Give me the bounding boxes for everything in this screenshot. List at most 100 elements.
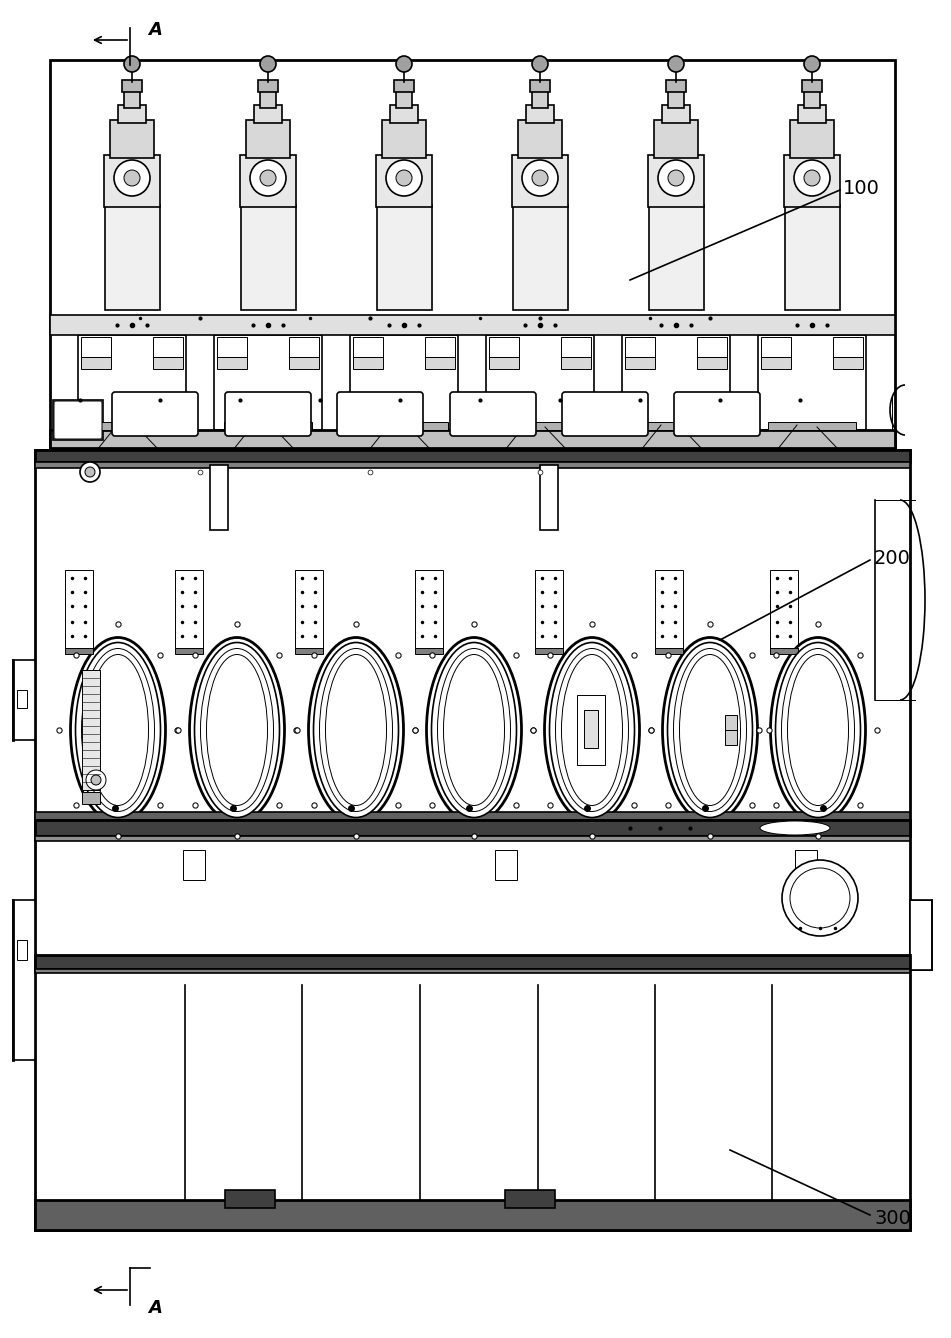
Bar <box>82 670 100 789</box>
Bar <box>798 104 826 123</box>
Ellipse shape <box>663 637 758 823</box>
Bar <box>795 850 817 880</box>
Bar <box>649 205 704 310</box>
Ellipse shape <box>87 654 148 805</box>
Circle shape <box>532 56 548 72</box>
Bar <box>353 337 383 357</box>
Bar <box>53 400 103 440</box>
Text: A: A <box>148 1299 162 1317</box>
Bar <box>512 155 568 207</box>
Bar <box>377 205 432 310</box>
Circle shape <box>386 161 422 195</box>
Ellipse shape <box>82 649 154 812</box>
FancyBboxPatch shape <box>450 392 536 436</box>
Bar <box>376 155 432 207</box>
Bar <box>425 337 455 357</box>
Bar <box>486 334 594 429</box>
Bar <box>17 941 27 959</box>
Bar <box>513 205 568 310</box>
Bar <box>183 850 205 880</box>
Bar <box>758 334 866 429</box>
Bar <box>625 357 655 369</box>
Bar <box>50 314 895 334</box>
Bar <box>505 1189 555 1208</box>
Bar <box>654 120 698 158</box>
Bar <box>697 337 727 357</box>
Circle shape <box>86 769 106 789</box>
Bar <box>561 337 591 357</box>
Ellipse shape <box>550 642 634 818</box>
Bar <box>88 421 176 429</box>
Bar <box>495 850 517 880</box>
Bar <box>577 694 605 765</box>
Ellipse shape <box>432 642 516 818</box>
Bar <box>535 570 563 650</box>
Bar <box>532 90 548 108</box>
Circle shape <box>782 860 858 937</box>
Ellipse shape <box>561 654 623 805</box>
FancyBboxPatch shape <box>674 392 760 436</box>
Bar <box>35 450 910 820</box>
Bar <box>35 812 910 820</box>
Bar <box>175 648 203 654</box>
Bar <box>666 80 686 92</box>
Bar <box>655 648 683 654</box>
Ellipse shape <box>555 649 629 812</box>
Circle shape <box>260 56 276 72</box>
Bar <box>50 429 895 448</box>
Bar <box>35 969 910 973</box>
Circle shape <box>522 161 558 195</box>
Bar <box>289 337 319 357</box>
Bar <box>761 357 791 369</box>
Bar <box>790 120 834 158</box>
Circle shape <box>794 161 830 195</box>
Ellipse shape <box>680 654 741 805</box>
Bar <box>770 648 798 654</box>
Circle shape <box>114 161 150 195</box>
Bar <box>78 334 186 429</box>
Bar <box>761 337 791 357</box>
Bar <box>13 660 35 740</box>
Bar <box>622 334 730 429</box>
Ellipse shape <box>668 642 752 818</box>
Bar <box>50 60 895 450</box>
Circle shape <box>396 56 412 72</box>
Bar <box>770 570 798 650</box>
Text: A: A <box>148 21 162 39</box>
Circle shape <box>124 56 140 72</box>
Ellipse shape <box>308 637 403 823</box>
Bar <box>768 421 856 429</box>
Circle shape <box>532 170 548 186</box>
Bar <box>105 205 160 310</box>
Bar <box>260 90 276 108</box>
Bar <box>390 104 418 123</box>
Bar <box>415 648 443 654</box>
Ellipse shape <box>782 649 855 812</box>
Bar <box>425 357 455 369</box>
Ellipse shape <box>775 642 861 818</box>
Bar <box>489 337 519 357</box>
FancyBboxPatch shape <box>225 392 311 436</box>
Bar <box>662 104 690 123</box>
Bar <box>153 337 183 357</box>
Ellipse shape <box>545 637 639 823</box>
Bar <box>214 334 322 429</box>
Bar <box>153 357 183 369</box>
Circle shape <box>250 161 286 195</box>
Ellipse shape <box>189 637 284 823</box>
Bar <box>17 690 27 708</box>
Ellipse shape <box>320 649 393 812</box>
Bar <box>540 466 558 530</box>
Bar <box>561 357 591 369</box>
Bar <box>518 120 562 158</box>
Bar <box>489 357 519 369</box>
Bar <box>530 80 550 92</box>
Ellipse shape <box>787 654 848 805</box>
Circle shape <box>396 170 412 186</box>
Bar <box>360 421 448 429</box>
Circle shape <box>804 170 820 186</box>
Bar <box>81 337 111 357</box>
Circle shape <box>658 161 694 195</box>
Bar <box>625 337 655 357</box>
Bar <box>65 570 93 650</box>
